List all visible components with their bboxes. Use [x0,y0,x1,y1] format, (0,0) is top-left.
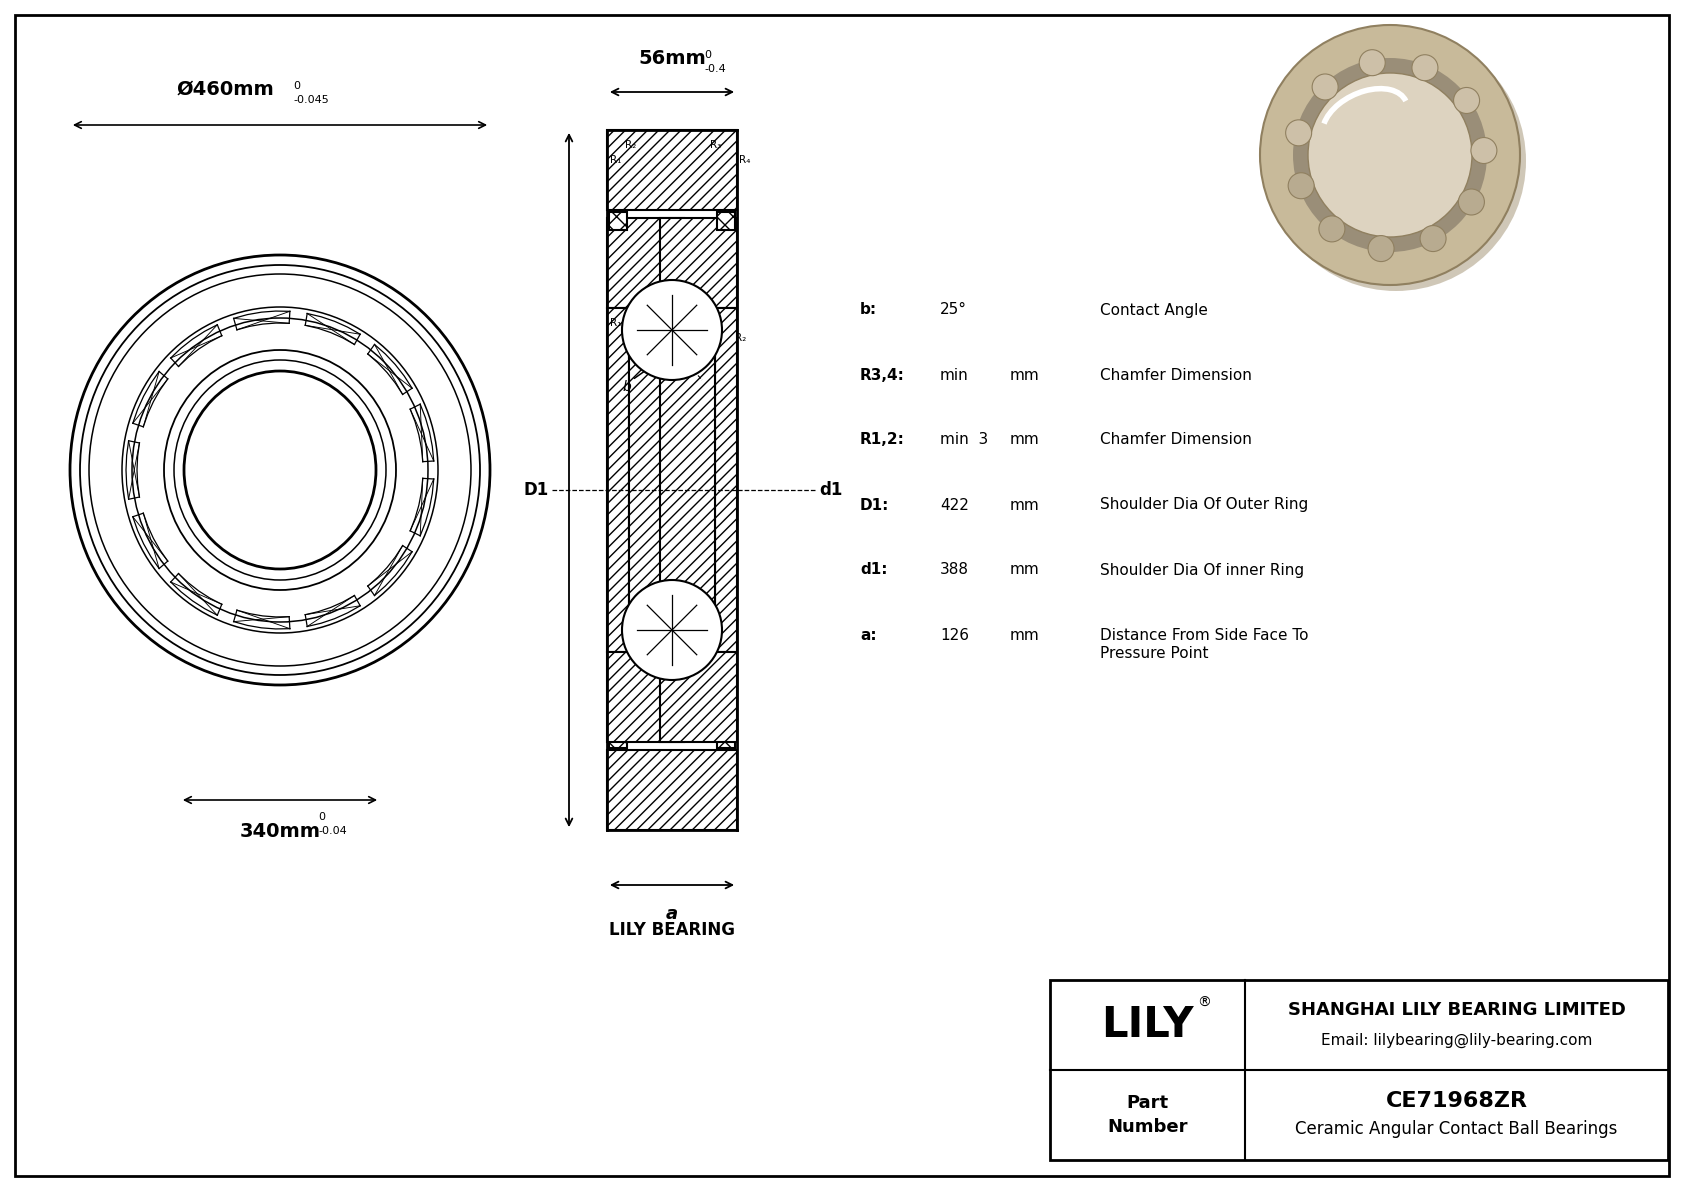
Polygon shape [716,308,738,651]
Text: R₄: R₄ [739,155,751,166]
Text: Shoulder Dia Of inner Ring: Shoulder Dia Of inner Ring [1100,562,1303,578]
Text: 422: 422 [940,498,968,512]
Text: 0: 0 [318,812,325,822]
Text: R₂: R₂ [625,141,637,150]
Text: Part: Part [1127,1095,1169,1112]
Text: Chamfer Dimension: Chamfer Dimension [1100,432,1251,448]
Polygon shape [717,730,734,748]
Text: 56mm: 56mm [638,49,706,68]
Polygon shape [610,730,626,748]
Text: 0: 0 [704,50,711,60]
Polygon shape [606,308,630,651]
Text: mm: mm [1010,562,1039,578]
Circle shape [1266,31,1526,291]
Text: Shoulder Dia Of Outer Ring: Shoulder Dia Of Outer Ring [1100,498,1308,512]
Text: Ceramic Angular Contact Ball Bearings: Ceramic Angular Contact Ball Bearings [1295,1120,1618,1137]
Circle shape [1411,55,1438,81]
Circle shape [1293,58,1487,252]
Text: R₁: R₁ [709,318,721,328]
Polygon shape [606,750,738,830]
Text: b: b [623,380,632,394]
Text: ®: ® [1197,996,1211,1010]
Polygon shape [606,130,738,210]
Text: R₂: R₂ [626,333,638,343]
Text: mm: mm [1010,432,1039,448]
Text: LILY: LILY [1101,1004,1194,1046]
Text: mm: mm [1010,628,1039,642]
Text: R₂: R₂ [734,333,746,343]
Text: Pressure Point: Pressure Point [1100,646,1209,661]
Text: R₃: R₃ [709,141,721,150]
Text: R₁: R₁ [610,155,621,166]
Circle shape [1359,50,1386,76]
Text: 340mm: 340mm [239,822,320,841]
Text: min  3: min 3 [940,432,989,448]
Circle shape [1453,87,1480,113]
Circle shape [621,280,722,380]
Text: R1,2:: R1,2: [861,432,904,448]
Circle shape [1458,189,1484,216]
Text: 126: 126 [940,628,968,642]
Text: D1: D1 [524,481,549,499]
Text: d1: d1 [818,481,842,499]
Text: SHANGHAI LILY BEARING LIMITED: SHANGHAI LILY BEARING LIMITED [1288,1000,1625,1019]
Text: Chamfer Dimension: Chamfer Dimension [1100,368,1251,382]
Circle shape [1288,173,1314,199]
Circle shape [1420,225,1447,251]
Text: Ø460mm: Ø460mm [177,80,274,99]
Circle shape [1312,74,1339,100]
Text: Distance From Side Face To: Distance From Side Face To [1100,628,1308,642]
Text: R3,4:: R3,4: [861,368,904,382]
Polygon shape [660,308,716,651]
Text: min: min [940,368,968,382]
Text: mm: mm [1010,498,1039,512]
Text: CE71968ZR: CE71968ZR [1386,1091,1527,1111]
Text: 25°: 25° [940,303,967,318]
Text: d1:: d1: [861,562,887,578]
Text: a: a [665,905,679,923]
Polygon shape [610,212,626,230]
Text: mm: mm [1010,368,1039,382]
Polygon shape [717,212,734,230]
Polygon shape [630,308,684,651]
Text: -0.4: -0.4 [704,64,726,74]
Circle shape [621,580,722,680]
Text: LILY BEARING: LILY BEARING [610,921,734,939]
Polygon shape [660,651,738,742]
Text: Number: Number [1108,1118,1187,1136]
Circle shape [1319,216,1346,242]
Circle shape [1285,120,1312,145]
Text: -0.045: -0.045 [293,95,328,105]
Text: a:: a: [861,628,877,642]
Text: D1:: D1: [861,498,889,512]
Polygon shape [660,218,738,308]
Circle shape [1308,73,1472,237]
Text: Contact Angle: Contact Angle [1100,303,1207,318]
Bar [1051,980,1667,1160]
Circle shape [1470,137,1497,163]
Text: Email: lilybearing@lily-bearing.com: Email: lilybearing@lily-bearing.com [1320,1033,1591,1048]
Circle shape [1260,25,1521,285]
Polygon shape [606,218,684,308]
Text: 0: 0 [293,81,300,91]
Text: -0.04: -0.04 [318,827,347,836]
Text: b:: b: [861,303,877,318]
Text: 388: 388 [940,562,968,578]
Text: R₁: R₁ [610,318,621,328]
Polygon shape [606,651,684,742]
Circle shape [1367,236,1394,262]
